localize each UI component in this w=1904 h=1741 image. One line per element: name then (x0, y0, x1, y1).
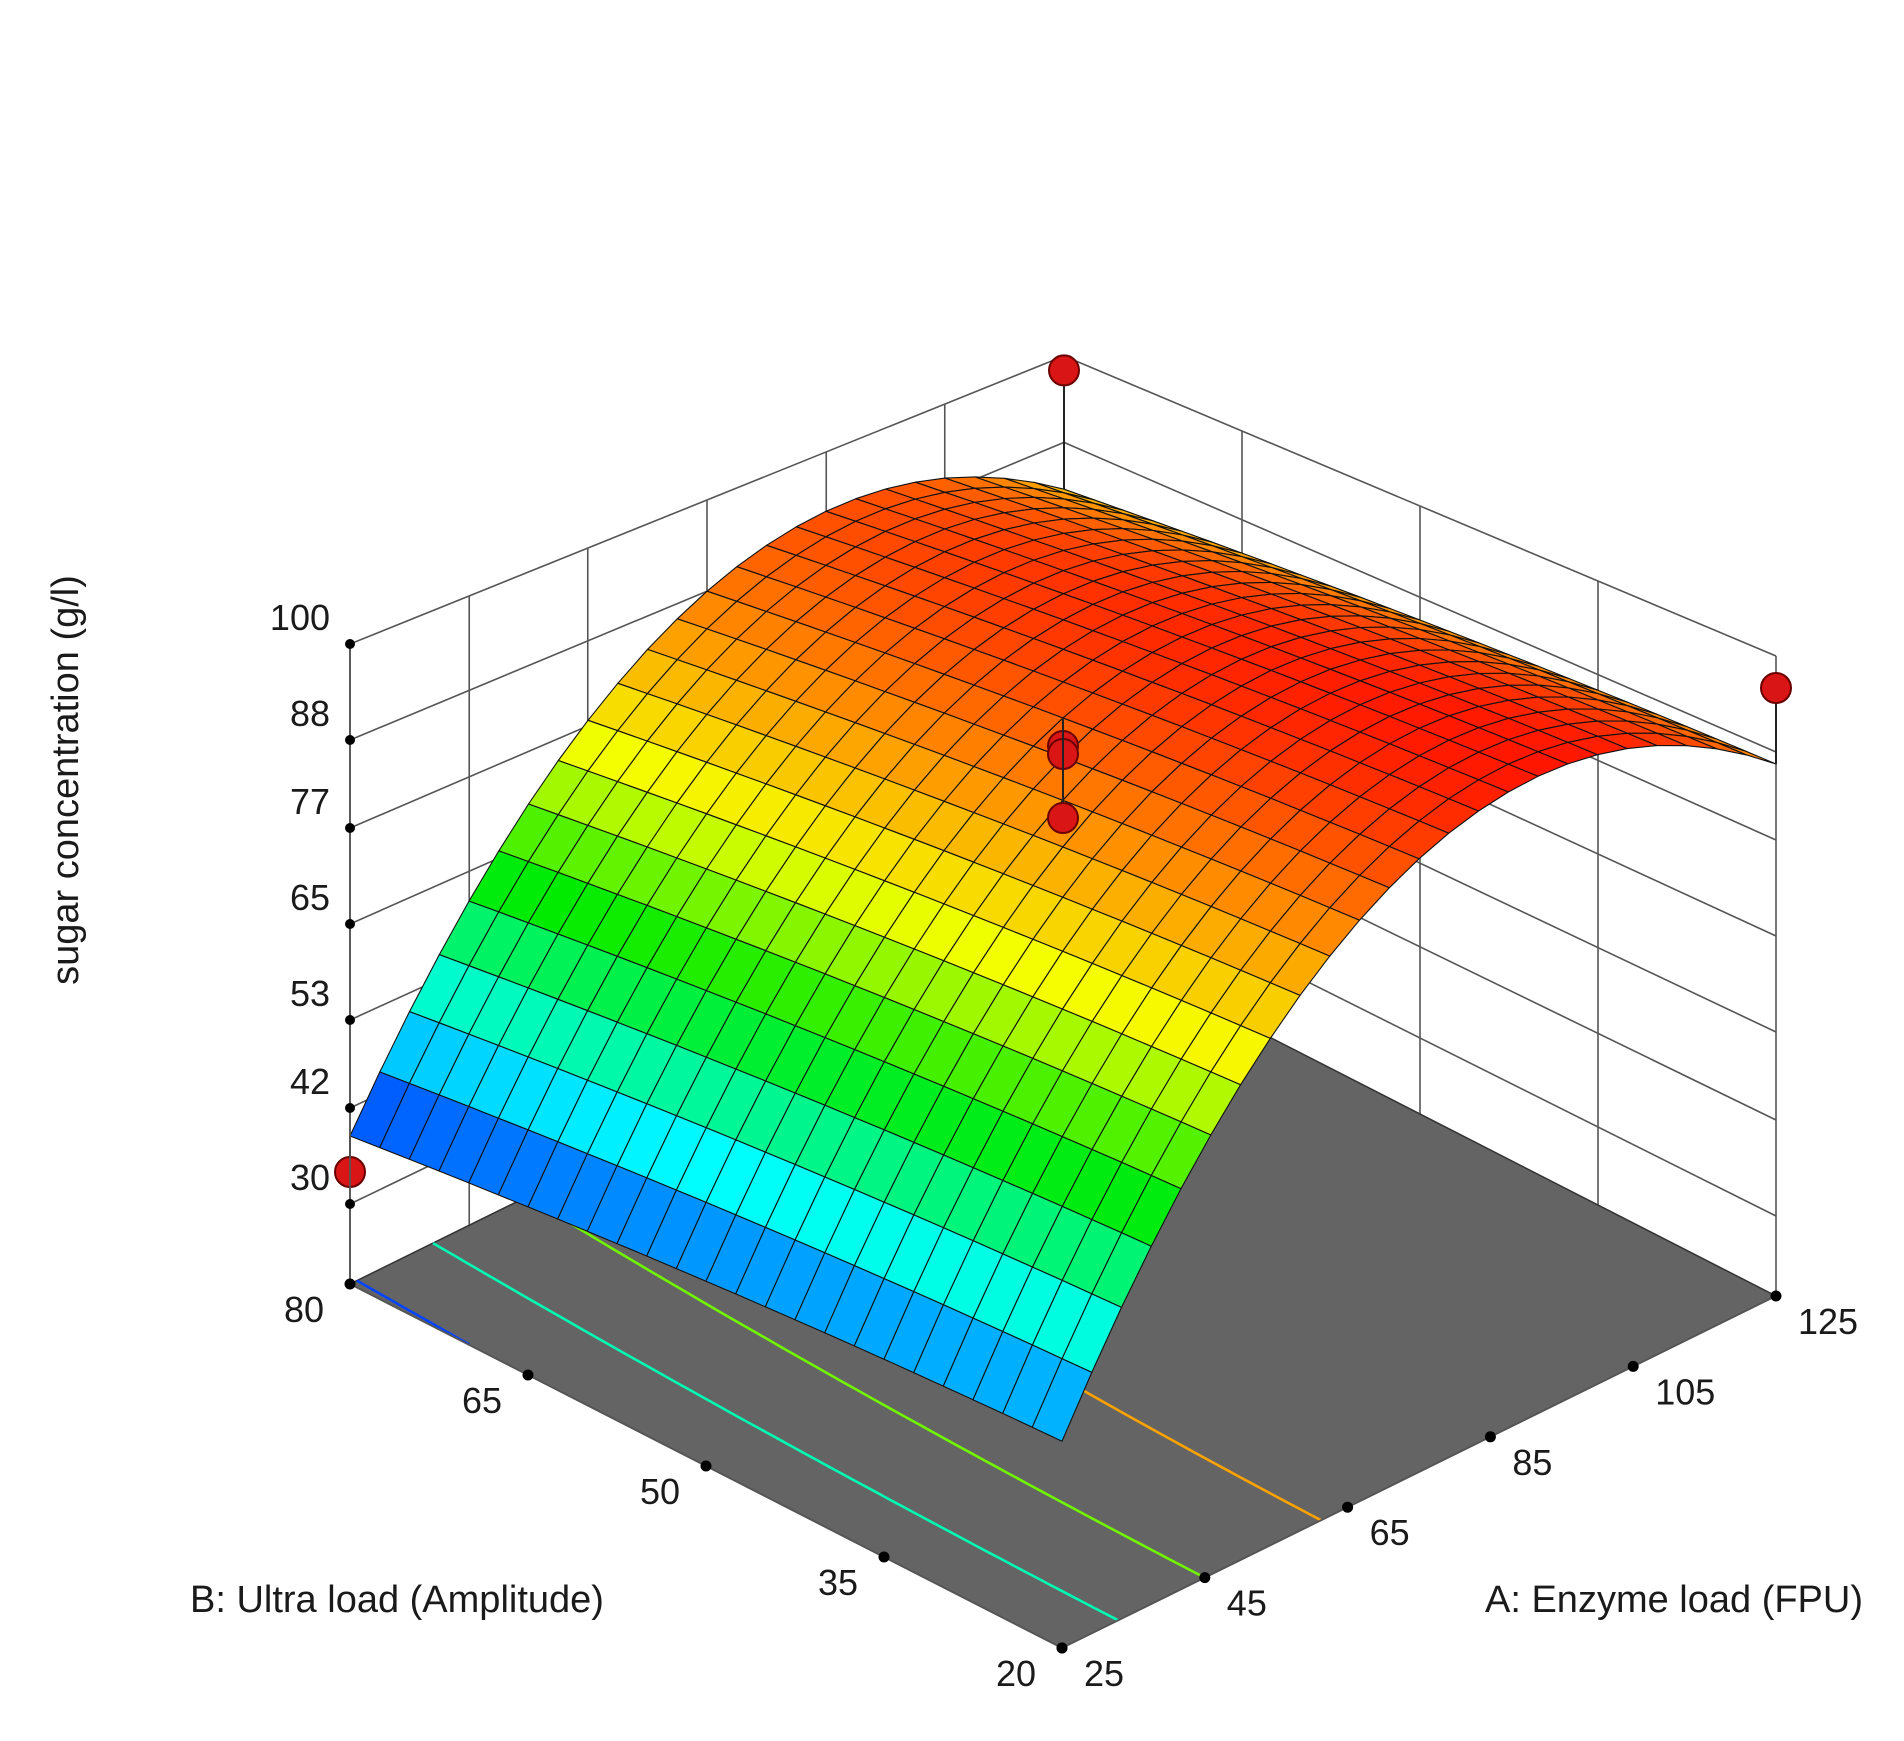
z-tick-label: 30 (290, 1157, 330, 1198)
y-tick-label: 20 (996, 1653, 1036, 1694)
contour-line (432, 1241, 1119, 1622)
z-tick-mark (345, 1015, 355, 1025)
z-tick-mark (345, 1103, 355, 1113)
x-tick-mark (1342, 1501, 1354, 1513)
y-tick-mark (878, 1551, 890, 1563)
y-tick-label: 50 (640, 1471, 680, 1512)
x-tick-label: 125 (1798, 1301, 1858, 1342)
design-point (1047, 802, 1079, 834)
z-tick-mark (345, 735, 355, 745)
z-tick-label: 65 (290, 877, 330, 918)
y-tick-label: 35 (818, 1562, 858, 1603)
y-tick-mark (700, 1460, 712, 1472)
x-axis-label: A: Enzyme load (FPU) (1485, 1579, 1863, 1621)
z-tick-label: 77 (290, 781, 330, 822)
z-tick-label: 53 (290, 973, 330, 1014)
x-tick-mark (1199, 1572, 1211, 1584)
x-tick-label: 85 (1512, 1442, 1552, 1483)
x-tick-label: 65 (1370, 1512, 1410, 1553)
surface-cell (1031, 1358, 1093, 1442)
z-axis-label: sugar concentration (g/l) (45, 575, 87, 985)
y-axis-label: B: Ultra load (Amplitude) (190, 1579, 604, 1621)
z-tick-label: 100 (270, 597, 330, 638)
y-tick-label: 80 (284, 1289, 324, 1330)
x-tick-mark (1484, 1431, 1496, 1443)
z-tick-mark (345, 919, 355, 929)
z-tick-mark (345, 1199, 355, 1209)
contour-line (356, 1279, 470, 1346)
design-point (1760, 672, 1792, 704)
x-tick-mark (1627, 1360, 1639, 1372)
y-tick-mark (1056, 1642, 1068, 1654)
axes: 30 42 53 65 77 88 100 25 45 65 85 105 125 20 35 50 65 80 (270, 597, 1858, 1694)
x-axis-line (1061, 1295, 1777, 1649)
z-tick-label: 42 (290, 1061, 330, 1102)
z-tick-mark (345, 823, 355, 833)
y-tick-mark (344, 1278, 356, 1290)
y-tick-label: 65 (462, 1380, 502, 1421)
x-tick-label: 45 (1227, 1583, 1267, 1624)
response-surface (349, 476, 1777, 1442)
y-tick-mark (522, 1369, 534, 1381)
contour-line (526, 1195, 1206, 1579)
x-tick-mark (1770, 1290, 1782, 1302)
design-point (1048, 354, 1080, 387)
z-tick-mark (345, 639, 355, 649)
x-tick-label: 105 (1655, 1371, 1715, 1412)
z-tick-label: 88 (290, 693, 330, 734)
x-tick-label: 25 (1084, 1653, 1124, 1694)
